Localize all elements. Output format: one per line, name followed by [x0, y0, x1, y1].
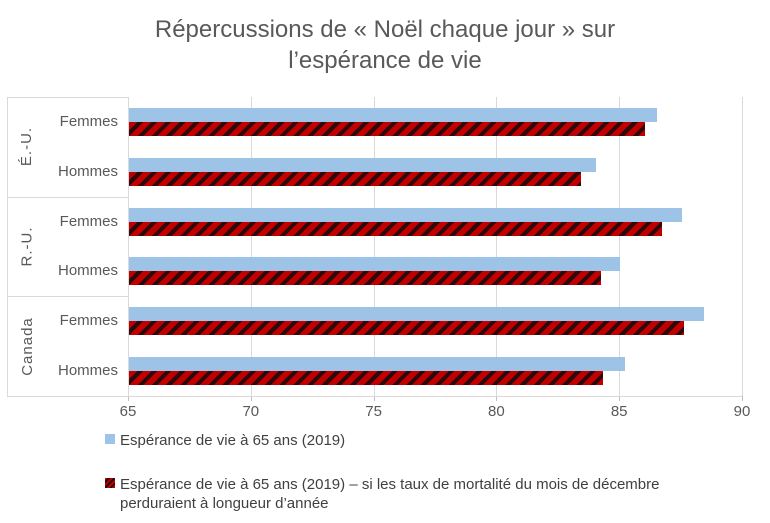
x-axis-tick [742, 396, 743, 401]
legend-item-vie-2019: Espérance de vie à 65 ans (2019) [105, 431, 705, 450]
chart-legend: Espérance de vie à 65 ans (2019) Espéranc… [105, 431, 705, 513]
bar-canada-hommes-vie-decembre [129, 371, 603, 386]
group-separator [7, 296, 128, 298]
x-axis-tick [496, 396, 498, 401]
group-label-text: É.-U. [18, 127, 36, 167]
x-tick-label: 90 [733, 403, 751, 420]
bar-canada-femmes-vie-2019 [129, 307, 704, 322]
bar-eu-hommes-vie-decembre [129, 171, 581, 186]
label-box-top-border [7, 97, 128, 98]
legend-label: Espérance de vie à 65 ans (2019) – si le… [120, 476, 660, 512]
x-axis-tick [128, 396, 129, 401]
group-separator [7, 196, 128, 198]
x-gridline [619, 97, 621, 396]
x-gridline [373, 97, 375, 396]
x-axis-tick [250, 396, 252, 401]
bar-eu-femmes-vie-2019 [129, 107, 658, 122]
row-label-eu-femmes: Femmes [59, 112, 118, 130]
row-label-canada-hommes: Hommes [57, 362, 118, 380]
x-gridline [742, 97, 743, 396]
x-tick-label: 80 [488, 403, 505, 420]
x-tick-label: 75 [365, 403, 382, 420]
x-tick-label: 65 [119, 403, 137, 420]
x-gridline [250, 97, 252, 396]
chart-title: Répercussions de « Noël chaque jour » su… [154, 16, 616, 74]
legend-item-vie-decembre: Espérance de vie à 65 ans (2019) – si le… [105, 475, 705, 513]
row-label-canada-femmes: Femmes [59, 312, 118, 330]
axis-bottom-border [7, 396, 742, 397]
row-label-ru-femmes: Femmes [59, 212, 118, 230]
x-gridline [496, 97, 498, 396]
bar-eu-hommes-vie-2019 [129, 157, 596, 172]
legend-label: Espérance de vie à 65 ans (2019) [120, 432, 346, 449]
row-label-eu-hommes: Hommes [57, 162, 118, 180]
x-tick-label: 85 [610, 403, 628, 420]
x-axis-tick [619, 396, 621, 401]
bar-ru-hommes-vie-2019 [129, 257, 621, 272]
bar-ru-femmes-vie-2019 [129, 207, 682, 222]
bar-ru-femmes-vie-decembre [129, 221, 662, 236]
bar-canada-hommes-vie-2019 [129, 357, 626, 372]
x-tick-label: 70 [242, 403, 260, 420]
x-axis-tick [373, 396, 375, 401]
bar-ru-hommes-vie-decembre [129, 271, 601, 286]
label-box-left-border [7, 97, 8, 396]
group-label-text: R.-U. [18, 226, 36, 267]
row-label-ru-hommes: Hommes [57, 262, 118, 280]
x-gridline [128, 97, 129, 396]
bar-canada-femmes-vie-decembre [129, 321, 685, 336]
legend-marker-vie-decembre [105, 478, 115, 488]
legend-marker-vie-2019 [105, 434, 115, 444]
bar-eu-femmes-vie-decembre [129, 121, 645, 136]
